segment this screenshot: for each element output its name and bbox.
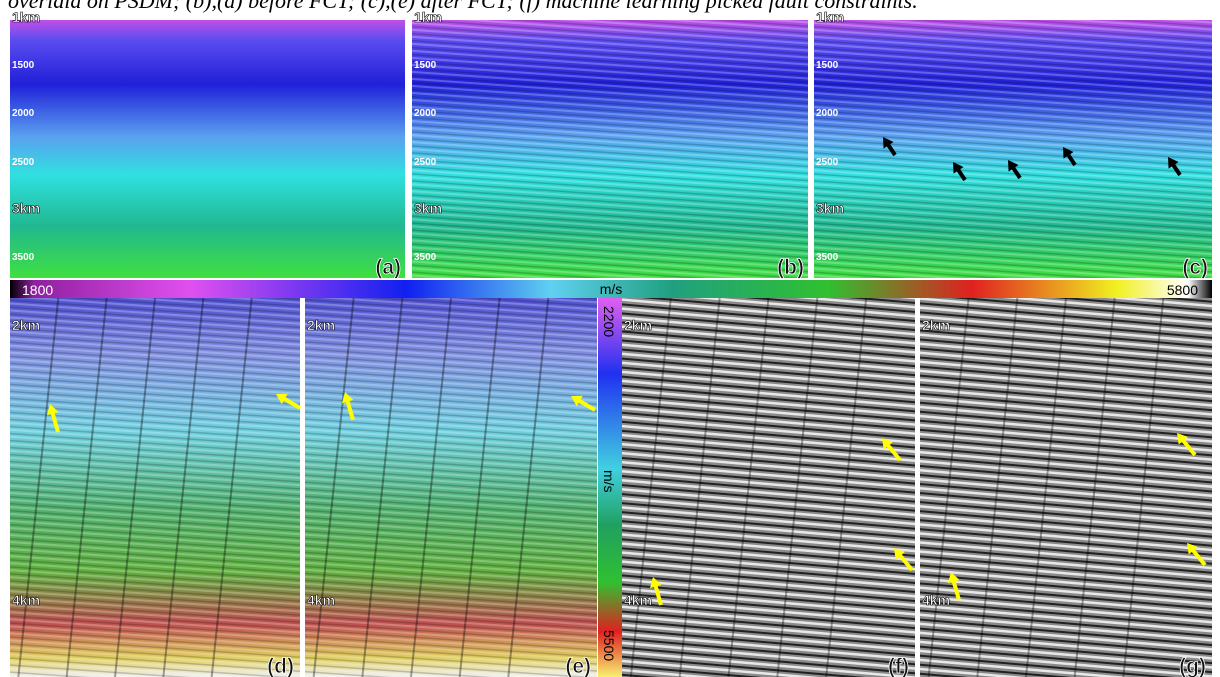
vcolorbar-unit: m/s [601,470,617,493]
texture [10,298,300,677]
panel-label: (a) [375,256,401,279]
depth-label: 2km [307,317,335,333]
panel-label: (c) [1182,256,1208,279]
panel-label: (e) [565,655,591,677]
depth-label: 2500 [414,157,437,168]
depth-label: 4km [624,592,652,608]
vcolorbar-bottom: 5500 [601,630,617,661]
depth-label: 1km [12,9,40,25]
depth-label: 2km [922,317,950,333]
depth-label: 3500 [12,252,35,263]
depth-label: 2500 [816,157,839,168]
depth-label: 2000 [12,108,35,119]
depth-label: 2500 [12,157,35,168]
depth-label: 1500 [414,60,437,71]
depth-label: 3km [414,200,442,216]
panel-label: (b) [777,256,804,279]
depth-label: 2km [624,317,652,333]
depth-label: 1km [414,9,442,25]
panel-label: (d) [267,655,294,677]
panels: 1km 1500 2000 2500 3km 3500 (a) 1km 1500 2000 2500… [10,9,1212,677]
depth-label: 3km [816,200,844,216]
seismic-image [920,298,1212,677]
colorbar-max: 5800 [1167,282,1198,298]
texture [814,20,1212,278]
depth-label: 1500 [816,60,839,71]
depth-label: 3km [12,200,40,216]
depth-label: 1500 [12,60,35,71]
velocity-panel [10,20,405,278]
panel-label: (g) [1179,655,1206,677]
depth-label: 4km [307,592,335,608]
depth-label: 3500 [414,252,437,263]
depth-label: 2000 [816,108,839,119]
vcolorbar-top: 2200 [601,306,617,337]
colorbar-min: 1800 [22,282,53,298]
depth-label: 1km [816,9,844,25]
colorbar-unit: m/s [600,281,623,297]
panel-label: (f) [888,655,909,677]
depth-label: 3500 [816,252,839,263]
depth-label: 4km [922,592,950,608]
depth-label: 2000 [414,108,437,119]
seismic-image [622,298,915,677]
caption: overlaid on PSDM; (b),(d) before FCT; (c… [8,0,918,13]
figure: overlaid on PSDM; (b),(d) before FCT; (c… [0,0,1220,677]
texture [305,298,597,677]
depth-label: 4km [12,592,40,608]
depth-label: 2km [12,317,40,333]
texture [412,20,808,278]
